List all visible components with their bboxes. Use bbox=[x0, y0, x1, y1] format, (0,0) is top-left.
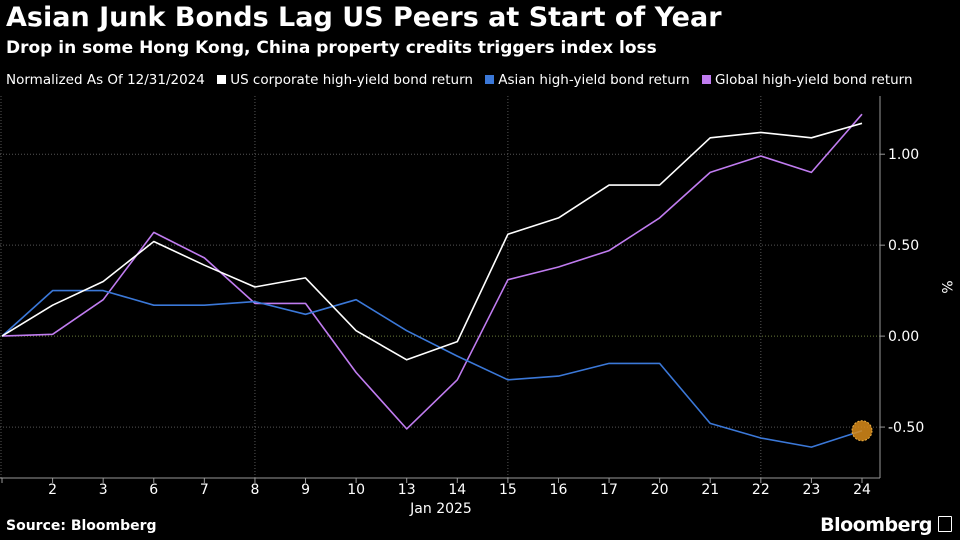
x-axis-label: Jan 2025 bbox=[409, 501, 472, 517]
source-note: Source: Bloomberg bbox=[6, 518, 157, 534]
bar-chart-icon bbox=[938, 516, 952, 532]
x-tick-label: 14 bbox=[448, 482, 466, 498]
legend-note: Normalized As Of 12/31/2024 bbox=[6, 72, 205, 88]
legend-item-global: Global high-yield bond return bbox=[701, 72, 913, 88]
x-tick-label: 6 bbox=[149, 482, 158, 498]
brand-logo: Bloomberg bbox=[820, 514, 952, 536]
x-tick-label: 23 bbox=[802, 482, 820, 498]
x-tick-label: 17 bbox=[600, 482, 618, 498]
x-tick-label: 20 bbox=[651, 482, 669, 498]
highlight-marker bbox=[851, 420, 873, 442]
legend-swatch-us bbox=[217, 75, 227, 84]
y-axis-label: % bbox=[938, 280, 954, 293]
x-tick-label: 21 bbox=[701, 482, 719, 498]
x-tick-label: 8 bbox=[250, 482, 259, 498]
x-tick-label: 3 bbox=[99, 482, 108, 498]
series-line-global bbox=[1, 113, 863, 430]
series-line-asia bbox=[1, 289, 863, 448]
x-tick-label: 16 bbox=[550, 482, 568, 498]
chart-subtitle: Drop in some Hong Kong, China property c… bbox=[6, 38, 657, 58]
y-tick-label: -0.50 bbox=[888, 420, 924, 436]
x-tick-label: 15 bbox=[499, 482, 517, 498]
legend-item-asia: Asian high-yield bond return bbox=[485, 72, 690, 88]
legend-label-global: Global high-yield bond return bbox=[714, 72, 913, 88]
x-tick-label: 22 bbox=[752, 482, 770, 498]
legend: Normalized As Of 12/31/2024 US corporate… bbox=[6, 72, 921, 88]
y-tick-label: 1.00 bbox=[888, 147, 919, 163]
x-tick-label: 13 bbox=[398, 482, 416, 498]
x-tick-label: 9 bbox=[301, 482, 310, 498]
legend-label-us: US corporate high-yield bond return bbox=[230, 72, 473, 88]
x-tick-label: 10 bbox=[347, 482, 365, 498]
x-tick-label: 2 bbox=[48, 482, 57, 498]
chart-title: Asian Junk Bonds Lag US Peers at Start o… bbox=[6, 2, 722, 33]
legend-swatch-asia bbox=[485, 75, 495, 84]
y-tick-label: 0.50 bbox=[888, 238, 919, 254]
legend-item-us: US corporate high-yield bond return bbox=[217, 72, 473, 88]
series-line-us bbox=[1, 122, 863, 361]
brand-name: Bloomberg bbox=[820, 514, 932, 536]
x-tick-label: 24 bbox=[853, 482, 871, 498]
y-tick-label: 0.00 bbox=[888, 329, 919, 345]
x-tick-label: 7 bbox=[200, 482, 209, 498]
legend-label-asia: Asian high-yield bond return bbox=[498, 72, 690, 88]
legend-swatch-global bbox=[701, 75, 711, 84]
